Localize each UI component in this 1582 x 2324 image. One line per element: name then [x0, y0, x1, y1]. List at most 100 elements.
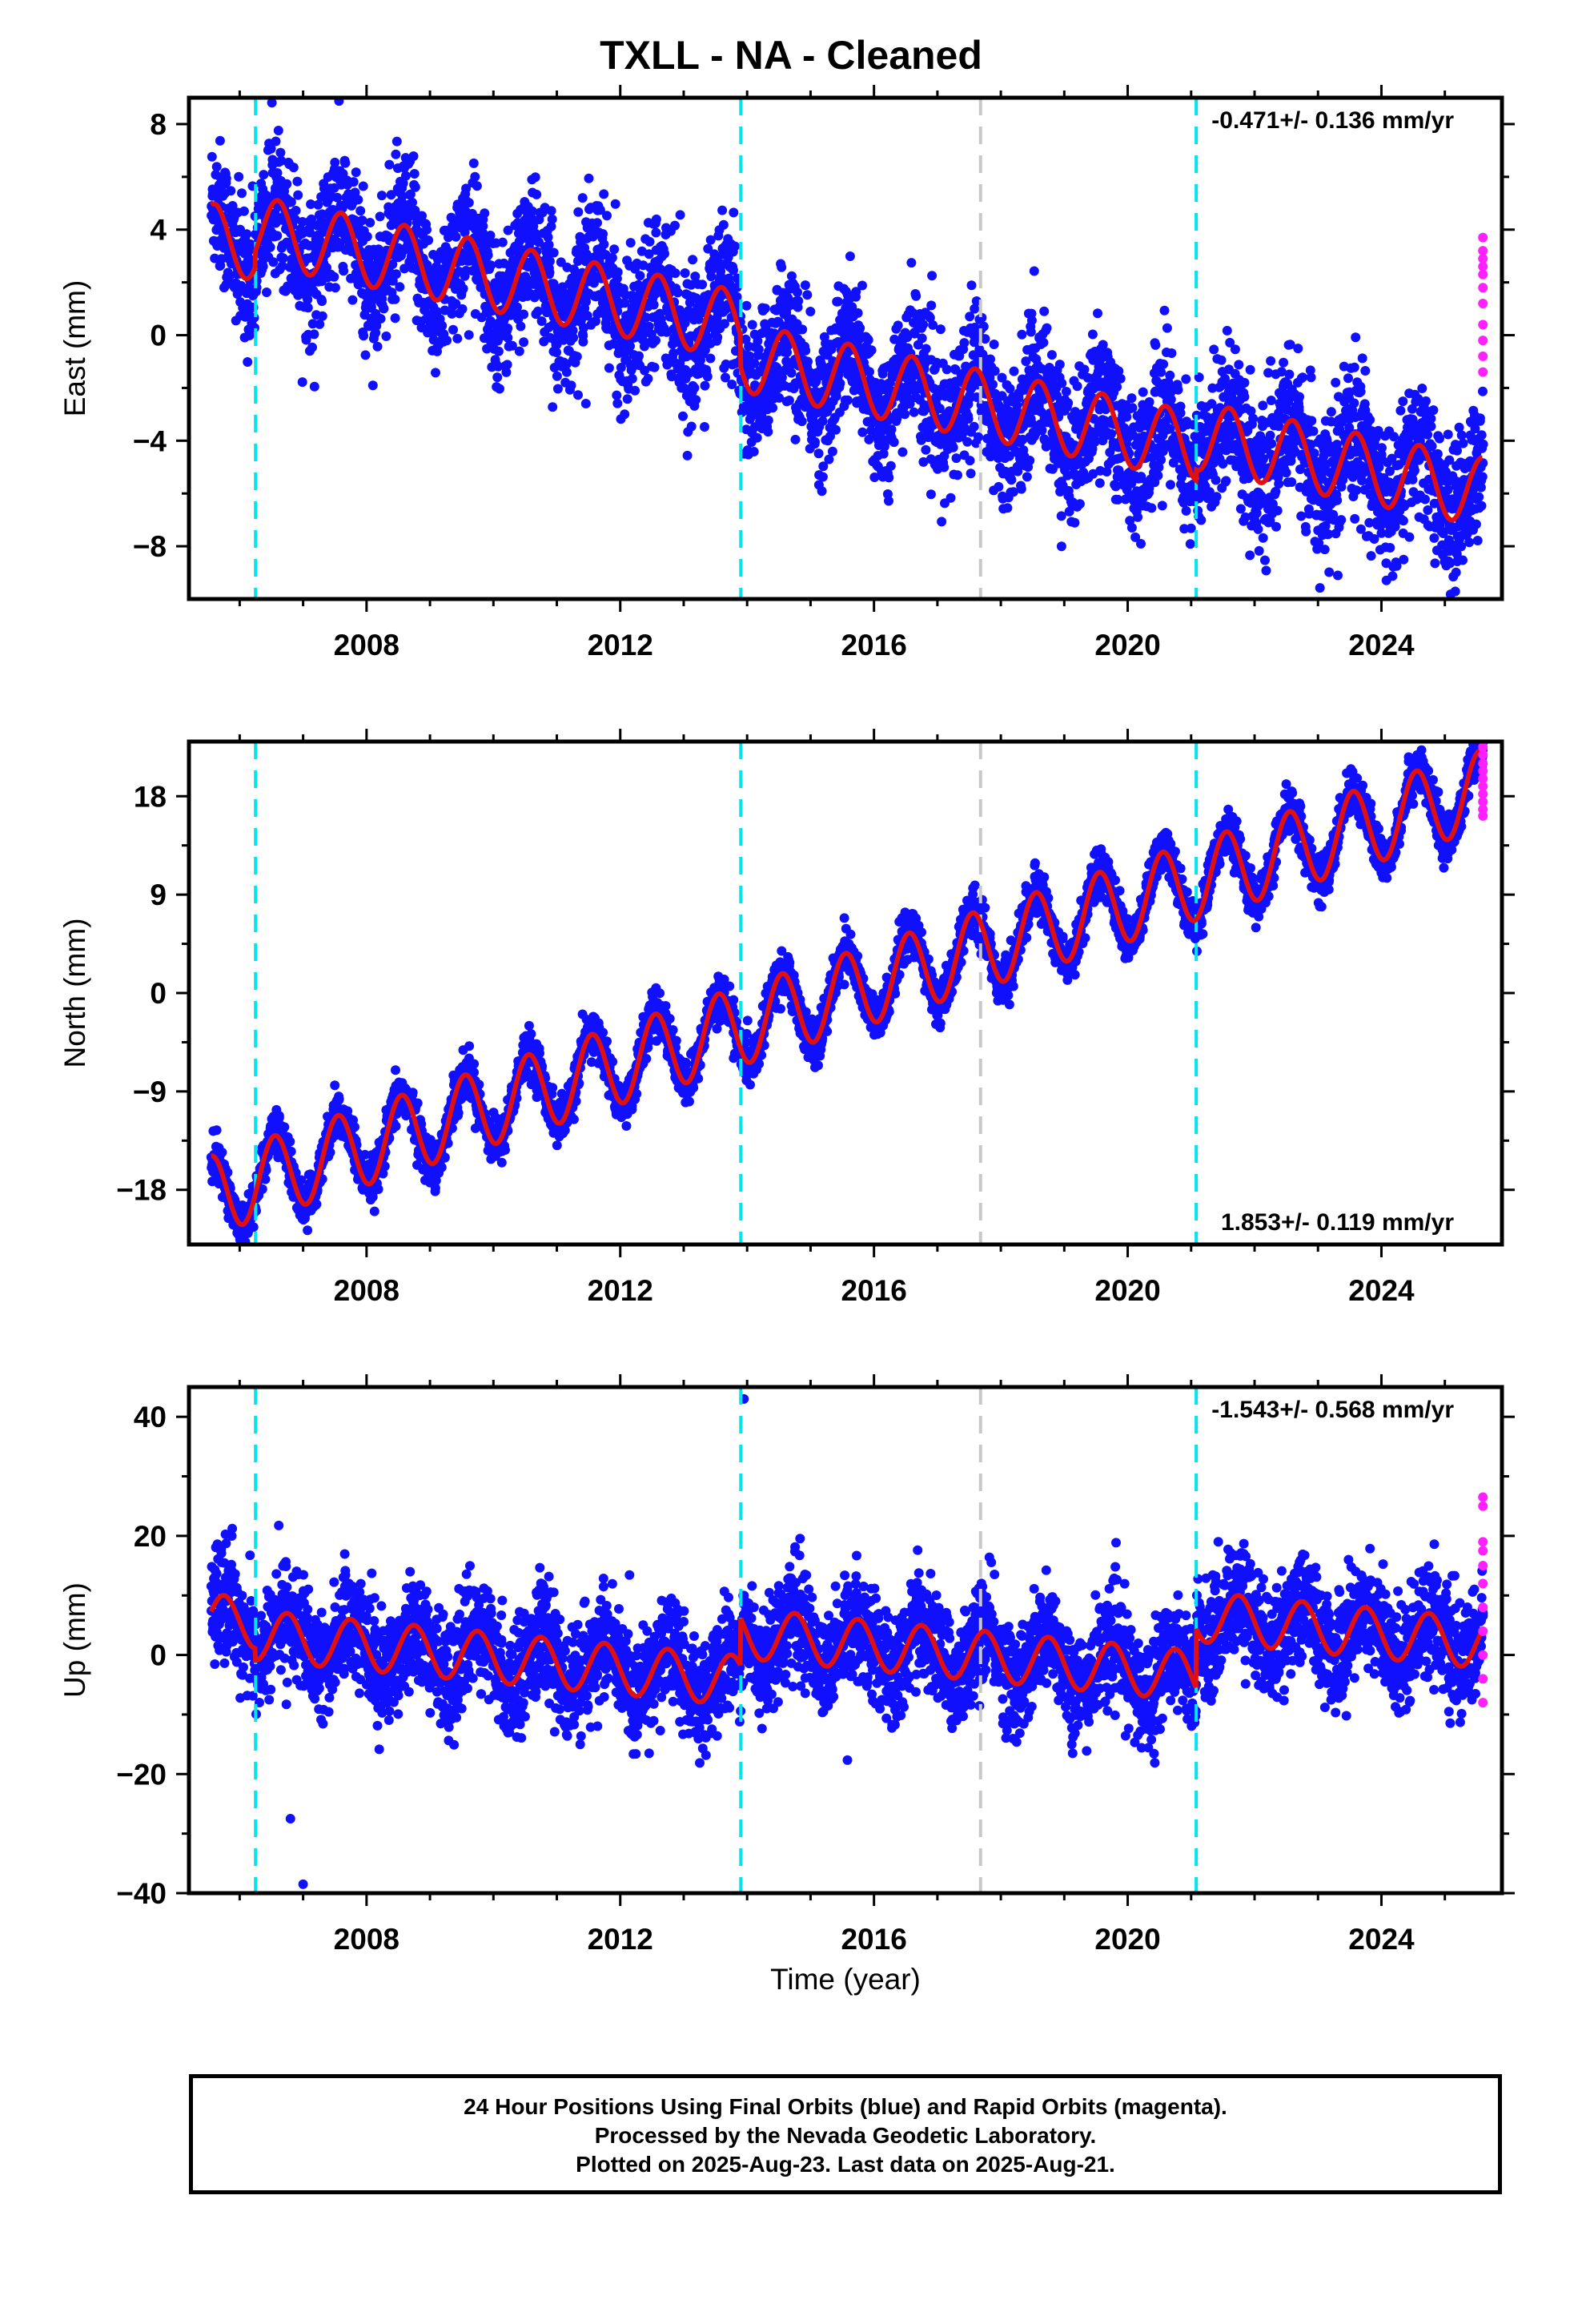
data-point [760, 304, 770, 314]
data-point [599, 189, 609, 199]
data-point [340, 158, 351, 168]
data-point [857, 427, 868, 437]
y-tick-label: 8 [150, 108, 167, 141]
data-point [1166, 480, 1175, 490]
data-point [909, 407, 919, 417]
data-point [470, 171, 480, 182]
data-point [702, 372, 713, 382]
data-point [1423, 429, 1433, 440]
data-point [640, 365, 650, 376]
x-tick-label: 2012 [588, 629, 653, 661]
data-point [1428, 405, 1439, 416]
data-point [700, 422, 709, 432]
data-point [763, 415, 773, 425]
data-point [265, 242, 275, 252]
data-point [1054, 360, 1065, 370]
data-point [464, 198, 474, 208]
data-point [884, 472, 894, 483]
data-point [729, 265, 738, 275]
data-point [317, 296, 327, 307]
data-point [544, 256, 555, 267]
data-point [616, 363, 626, 372]
data-point [1209, 344, 1219, 355]
data-point [391, 149, 401, 159]
data-point [749, 447, 759, 456]
data-point [1057, 378, 1067, 388]
data-point [963, 414, 974, 424]
data-point [1350, 513, 1360, 524]
data-point [680, 318, 690, 328]
data-point [1266, 396, 1276, 405]
data-point [297, 217, 307, 227]
data-point [239, 206, 249, 216]
data-point [885, 460, 896, 471]
data-point [1173, 384, 1183, 395]
data-point [889, 437, 899, 448]
data-point [917, 333, 927, 344]
data-point [800, 280, 810, 291]
data-point [1126, 523, 1137, 533]
data-point [502, 360, 512, 370]
y-axis-label: East (mm) [58, 280, 91, 417]
data-point [390, 294, 400, 304]
data-point [286, 197, 296, 207]
data-point [379, 304, 389, 314]
data-point [757, 411, 767, 420]
data-point [705, 353, 716, 364]
data-point [1106, 428, 1116, 439]
data-point [211, 162, 222, 172]
data-point [1443, 429, 1453, 440]
data-point [512, 302, 522, 312]
data-point [644, 249, 654, 259]
data-point [786, 368, 797, 378]
data-point [552, 384, 563, 394]
data-point [1074, 499, 1085, 509]
data-point [651, 227, 661, 238]
data-point [935, 324, 946, 335]
data-point [927, 271, 938, 281]
data-point [478, 221, 488, 231]
data-point [700, 345, 710, 356]
data-point [670, 268, 681, 279]
data-point [644, 236, 655, 247]
data-point [718, 219, 729, 230]
data-point [1308, 426, 1319, 436]
data-point [1324, 567, 1335, 577]
data-point [259, 170, 269, 180]
data-point [412, 218, 422, 228]
data-point [1427, 441, 1437, 452]
data-point [1248, 413, 1259, 424]
data-point [648, 300, 659, 310]
data-point [670, 220, 680, 231]
data-point [400, 171, 411, 181]
data-point [847, 302, 857, 312]
data-point [552, 371, 562, 381]
data-point [1211, 492, 1222, 502]
data-point [1166, 348, 1177, 358]
data-point [651, 214, 661, 224]
data-point [1220, 373, 1230, 384]
data-point [391, 136, 402, 147]
data-point [516, 321, 526, 332]
data-point [309, 381, 319, 392]
data-point [1478, 386, 1488, 396]
data-point [966, 280, 977, 291]
data-point [234, 171, 244, 182]
data-point [1112, 382, 1122, 392]
data-point [625, 238, 636, 248]
data-point [552, 348, 561, 357]
data-point [797, 416, 807, 427]
data-point [1127, 403, 1138, 413]
data-point [753, 336, 763, 346]
data-point [497, 237, 508, 247]
data-point [612, 398, 623, 408]
data-point [288, 163, 299, 173]
data-point [1260, 555, 1270, 565]
data-point [390, 313, 400, 324]
data-point [1093, 308, 1102, 319]
data-point [395, 282, 405, 292]
data-point [262, 287, 271, 297]
data-point [1332, 495, 1343, 505]
data-point [946, 493, 956, 503]
data-point [1374, 462, 1384, 472]
